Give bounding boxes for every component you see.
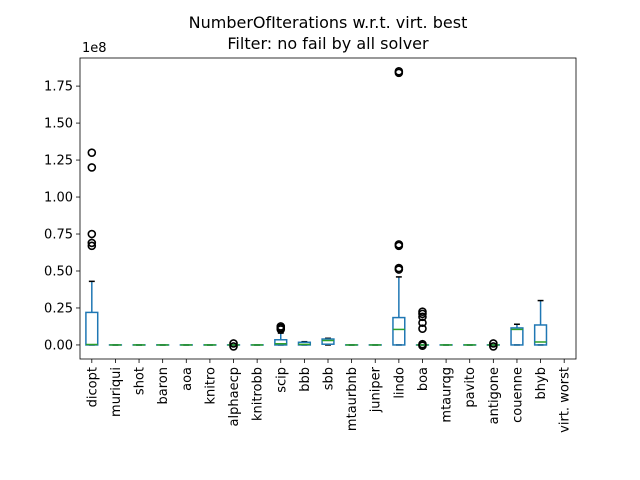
x-tick-label: aoa: [180, 367, 195, 391]
box-iqr: [510, 327, 524, 346]
outlier-point: [418, 307, 427, 316]
plot-area: 0.00 0.25 0.50 0.75 1.00 1.25 1.50 1.75 dicopt mu…: [44, 57, 577, 433]
outlier-point: [418, 318, 427, 328]
box-iqr: [392, 316, 406, 346]
box-iqr: [321, 338, 335, 345]
x-tick-label: antigone: [487, 367, 502, 424]
x-tick-label: bhyb: [534, 367, 549, 399]
outlier-point: [489, 342, 498, 351]
chart-title: NumberOfIterations w.r.t. virt. best: [189, 13, 468, 32]
y-tick-label: 0.00: [44, 338, 73, 353]
y-axis-multiplier: 1e8: [82, 41, 107, 56]
x-tick-label: muriqui: [109, 367, 124, 417]
outlier-point: [394, 67, 404, 76]
x-tick-label: mtaurbnb: [345, 367, 360, 431]
y-tick-label: 1.50: [44, 117, 73, 132]
box-iqr: [274, 339, 288, 346]
outlier-point: [418, 312, 427, 322]
outlier-point: [276, 322, 286, 331]
x-tick-label: scip: [274, 367, 289, 393]
outlier-point: [489, 339, 498, 348]
x-tick-label: knitro: [203, 367, 218, 405]
x-tick-label: sbb: [322, 367, 337, 390]
x-tick-label: boa: [416, 367, 431, 391]
y-tick-label: 1.75: [44, 80, 73, 95]
outlier-point: [418, 324, 427, 333]
y-tick-label: 1.25: [44, 154, 73, 169]
x-tick-label: bbb: [298, 367, 313, 392]
x-tick-label: virt. worst: [558, 367, 573, 433]
y-tick-label: 0.50: [44, 264, 73, 279]
outlier-point: [229, 339, 238, 348]
x-tick-label: baron: [156, 367, 171, 404]
outlier-point: [87, 148, 97, 157]
x-tick-label: alphaecp: [227, 367, 242, 426]
x-tick-label: knitrobb: [251, 367, 266, 421]
x-tick-label: shot: [133, 367, 148, 395]
outlier-point: [87, 229, 97, 239]
x-tick-label: lindo: [392, 367, 407, 399]
outlier-point: [394, 240, 404, 249]
outlier-point: [87, 238, 97, 248]
y-tick-label: 1.00: [44, 191, 73, 206]
x-tick-label: juniper: [369, 366, 384, 413]
outlier-point: [87, 241, 97, 251]
x-tick-label: pavito: [463, 367, 478, 408]
axes-frame: [79, 57, 577, 360]
y-tick-label: 0.25: [44, 301, 73, 316]
chart-subtitle: Filter: no fail by all solver: [227, 34, 429, 53]
box-iqr: [533, 324, 548, 346]
x-tick-label: dicopt: [85, 367, 100, 407]
y-tick-label: 0.75: [44, 228, 73, 243]
outlier-point: [87, 163, 97, 172]
x-tick-label: couenne: [510, 367, 525, 423]
outlier-point: [229, 342, 238, 351]
x-tick-label: mtaurqg: [440, 367, 455, 423]
outlier-point: [418, 339, 427, 349]
outlier-point: [394, 263, 404, 273]
